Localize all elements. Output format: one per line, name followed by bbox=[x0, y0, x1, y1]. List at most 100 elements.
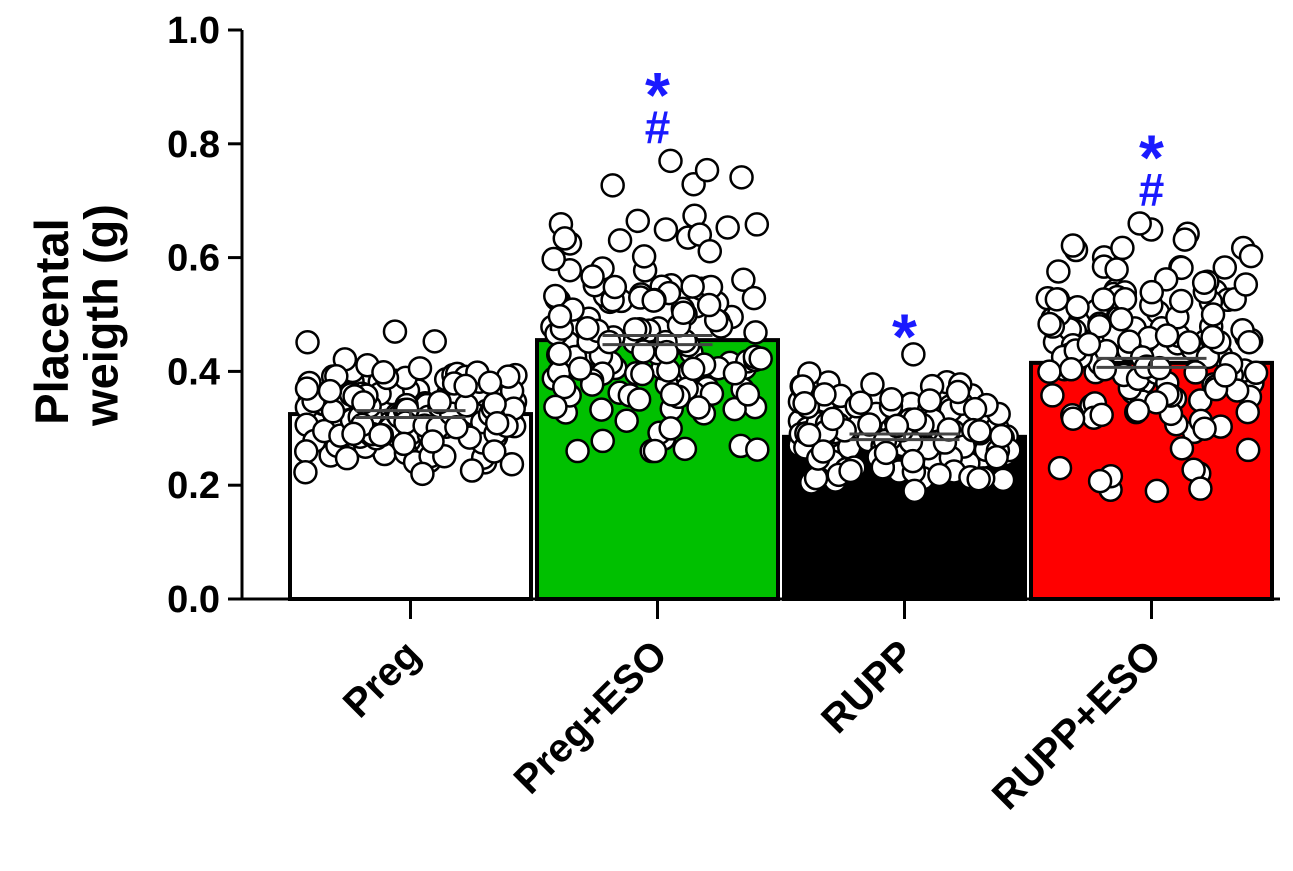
data-point bbox=[1110, 235, 1135, 261]
significance-hash: # bbox=[1139, 163, 1165, 215]
data-point bbox=[642, 438, 668, 464]
data-point bbox=[1125, 398, 1151, 423]
data-point bbox=[697, 238, 723, 264]
data-point bbox=[371, 360, 396, 385]
data-point bbox=[1040, 383, 1065, 408]
y-axis-title: Placental weigth (g) bbox=[25, 204, 127, 427]
data-point bbox=[477, 370, 503, 395]
data-point bbox=[1127, 211, 1152, 236]
data-point bbox=[579, 372, 605, 397]
data-point bbox=[420, 429, 445, 454]
y-tick-label: 0.2 bbox=[167, 465, 220, 507]
data-point bbox=[293, 459, 318, 485]
data-point bbox=[735, 382, 761, 407]
significance-star: * bbox=[892, 300, 917, 372]
data-point bbox=[744, 212, 770, 237]
data-point bbox=[1060, 233, 1086, 258]
data-point bbox=[1087, 314, 1112, 339]
data-point bbox=[671, 300, 696, 325]
data-point bbox=[653, 217, 679, 242]
data-point bbox=[407, 356, 433, 381]
data-point bbox=[459, 458, 485, 483]
data-point bbox=[1236, 330, 1262, 355]
data-point bbox=[589, 397, 614, 422]
data-point bbox=[1060, 406, 1086, 432]
y-axis: 0.0 0.2 0.4 0.6 0.8 1.0 bbox=[167, 10, 244, 621]
data-point bbox=[1037, 359, 1062, 384]
data-point bbox=[990, 467, 1016, 493]
significance-star: * bbox=[645, 59, 670, 131]
data-point bbox=[1047, 455, 1073, 481]
data-point bbox=[630, 361, 655, 387]
data-point bbox=[810, 439, 836, 464]
data-point bbox=[731, 267, 756, 293]
data-point bbox=[1104, 257, 1129, 282]
data-point bbox=[838, 458, 863, 484]
data-point bbox=[1200, 324, 1225, 350]
y-axis-title-line-1: Placental bbox=[25, 218, 78, 424]
data-point bbox=[1235, 437, 1261, 463]
data-point bbox=[444, 414, 469, 440]
data-point bbox=[902, 478, 927, 504]
y-tick-label: 0.4 bbox=[167, 351, 220, 393]
data-point bbox=[575, 316, 600, 341]
data-point bbox=[547, 341, 572, 367]
data-point bbox=[1092, 356, 1118, 382]
data-point bbox=[1212, 255, 1238, 280]
data-point bbox=[1089, 402, 1114, 428]
data-point bbox=[1046, 259, 1071, 284]
data-point bbox=[743, 320, 768, 345]
x-category-label: RUPP+ESO bbox=[984, 632, 1170, 818]
data-point bbox=[745, 437, 770, 462]
data-point bbox=[552, 374, 577, 400]
x-category-label: Preg+ESO bbox=[506, 632, 676, 802]
data-point bbox=[820, 406, 845, 432]
data-point bbox=[680, 274, 705, 299]
data-point bbox=[686, 395, 711, 420]
data-point bbox=[1192, 416, 1217, 441]
data-point bbox=[722, 361, 748, 386]
significance-star: * bbox=[1139, 121, 1164, 193]
data-point bbox=[680, 356, 706, 382]
data-point bbox=[602, 274, 628, 300]
data-point bbox=[1065, 295, 1090, 320]
data-point bbox=[741, 285, 767, 311]
data-point bbox=[873, 440, 899, 466]
data-point bbox=[1087, 468, 1113, 494]
data-point bbox=[484, 410, 510, 436]
data-point bbox=[552, 226, 578, 251]
data-point bbox=[917, 388, 943, 413]
y-axis-title-line-2: weigth (g) bbox=[74, 204, 127, 427]
y-tick-label: 0.6 bbox=[167, 238, 220, 280]
data-point bbox=[499, 451, 525, 477]
data-point bbox=[1076, 331, 1102, 357]
data-point bbox=[748, 346, 773, 371]
data-point bbox=[1172, 227, 1198, 252]
data-point bbox=[567, 356, 593, 381]
data-point bbox=[1235, 399, 1260, 425]
data-point bbox=[715, 215, 740, 240]
data-point bbox=[658, 148, 683, 174]
data-point bbox=[1037, 311, 1062, 337]
y-tick-label: 0.0 bbox=[167, 579, 220, 621]
data-point bbox=[672, 436, 698, 462]
data-point bbox=[1091, 287, 1116, 312]
x-category-label: Preg bbox=[335, 632, 429, 726]
data-point bbox=[317, 378, 343, 404]
data-point bbox=[580, 264, 605, 289]
data-point bbox=[1139, 279, 1164, 305]
data-point bbox=[1168, 288, 1194, 314]
data-point bbox=[1183, 360, 1208, 385]
data-point bbox=[860, 372, 885, 397]
data-point bbox=[368, 422, 393, 448]
data-point bbox=[900, 448, 926, 474]
data-point bbox=[607, 228, 633, 253]
data-point bbox=[966, 467, 991, 492]
data-point bbox=[796, 422, 822, 448]
y-tick-label: 0.8 bbox=[167, 124, 220, 166]
data-point bbox=[1188, 476, 1213, 501]
data-point bbox=[792, 390, 817, 416]
data-point bbox=[453, 373, 478, 399]
data-point bbox=[927, 462, 952, 488]
data-point bbox=[1144, 478, 1170, 504]
